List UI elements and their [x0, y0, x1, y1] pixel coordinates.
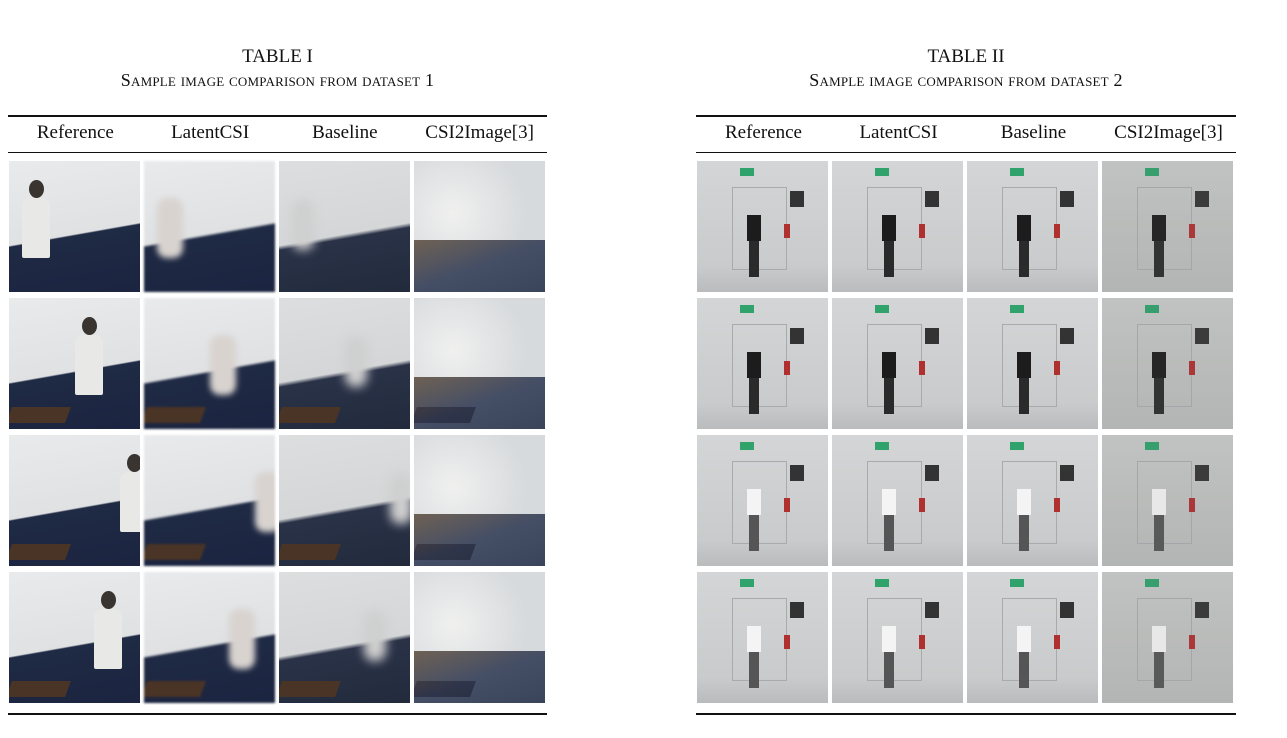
- sample-image: [414, 298, 545, 429]
- sample-image: [1102, 298, 1233, 429]
- sample-image: [1102, 435, 1233, 566]
- sample-image: [279, 435, 410, 566]
- header-row: Reference LatentCSI Baseline CSI2Image[3…: [696, 122, 1236, 144]
- sample-image: [967, 435, 1098, 566]
- table-label: TABLE I: [242, 46, 313, 67]
- sample-image: [697, 435, 828, 566]
- sample-image: [9, 572, 140, 703]
- sample-image: [279, 572, 410, 703]
- sample-image: [279, 298, 410, 429]
- sample-image: [832, 298, 963, 429]
- header-row: Reference LatentCSI Baseline CSI2Image[3…: [8, 122, 547, 144]
- sample-image: [9, 298, 140, 429]
- col-header: Baseline: [312, 122, 378, 143]
- table-caption: Sample image comparison from dataset 1: [120, 70, 435, 90]
- col-header: LatentCSI: [171, 122, 250, 143]
- col-header: Baseline: [1000, 122, 1067, 143]
- sample-image: [414, 572, 545, 703]
- mid-rule: [8, 152, 547, 153]
- sample-image: [1102, 161, 1233, 292]
- image-grid: [9, 161, 545, 703]
- col-header: CSI2Image[3]: [425, 122, 534, 143]
- sample-image: [832, 435, 963, 566]
- sample-image: [967, 161, 1098, 292]
- sample-image: [414, 435, 545, 566]
- table-caption: Sample image comparison from dataset 2: [809, 70, 1123, 90]
- sample-image: [697, 161, 828, 292]
- col-header: CSI2Image[3]: [1114, 122, 1223, 143]
- top-rule: [8, 115, 547, 117]
- table-label: TABLE II: [927, 46, 1005, 67]
- sample-image: [279, 161, 410, 292]
- sample-image: [144, 435, 275, 566]
- col-header: Reference: [36, 122, 114, 143]
- sample-image: [144, 572, 275, 703]
- bottom-rule: [8, 713, 547, 715]
- sample-image: [144, 161, 275, 292]
- sample-image: [1102, 572, 1233, 703]
- top-rule: [696, 115, 1236, 117]
- col-header: LatentCSI: [859, 122, 938, 143]
- sample-image: [697, 572, 828, 703]
- sample-image: [9, 435, 140, 566]
- sample-image: [832, 572, 963, 703]
- sample-image: [967, 572, 1098, 703]
- sample-image: [144, 298, 275, 429]
- sample-image: [832, 161, 963, 292]
- mid-rule: [696, 152, 1236, 153]
- sample-image: [967, 298, 1098, 429]
- image-grid: [697, 161, 1233, 703]
- sample-image: [414, 161, 545, 292]
- bottom-rule: [696, 713, 1236, 715]
- sample-image: [9, 161, 140, 292]
- col-header: Reference: [725, 122, 802, 143]
- sample-image: [697, 298, 828, 429]
